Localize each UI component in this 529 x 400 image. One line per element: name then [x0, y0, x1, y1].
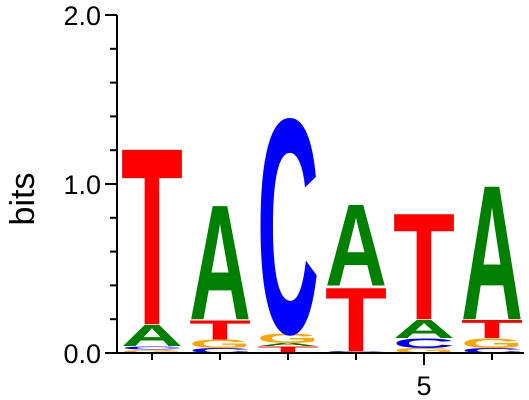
- letter-A-pos3: A: [257, 342, 319, 347]
- y-tick-label: 1.0: [63, 170, 101, 200]
- letter-T-pos2: T: [189, 314, 251, 345]
- letter-G-pos5: G: [393, 347, 455, 355]
- letter-T-pos1: T: [121, 95, 183, 379]
- letter-G-pos2: G: [189, 337, 251, 350]
- letter-C-pos3: C: [257, 55, 319, 398]
- letter-A-pos5: A: [393, 315, 455, 344]
- letter-T-pos3: T: [257, 345, 319, 355]
- letter-T-pos6: T: [461, 314, 523, 343]
- letter-C-pos6: C: [461, 347, 523, 355]
- x-tick-label: 5: [416, 371, 431, 400]
- letter-C-pos2: C: [189, 347, 251, 355]
- letter-C-pos1: C: [121, 345, 183, 350]
- y-tick-label: 2.0: [63, 1, 101, 31]
- letter-T-pos5: T: [393, 183, 455, 353]
- letter-C-pos5: C: [393, 335, 455, 351]
- letter-A-pos2: A: [189, 170, 251, 354]
- letter-G-pos6: G: [461, 335, 523, 351]
- axes: 0.0 1.0 2.0 5 bits: [4, 1, 524, 400]
- letter-A-pos1: A: [121, 319, 183, 353]
- letter-A-pos6: A: [461, 145, 523, 361]
- y-tick-label: 0.0: [63, 339, 101, 369]
- letter-G-pos3: G: [257, 330, 319, 346]
- y-axis-title: bits: [4, 173, 42, 226]
- letter-G-pos1: G: [121, 349, 183, 354]
- letter-A-pos4: A: [325, 179, 387, 310]
